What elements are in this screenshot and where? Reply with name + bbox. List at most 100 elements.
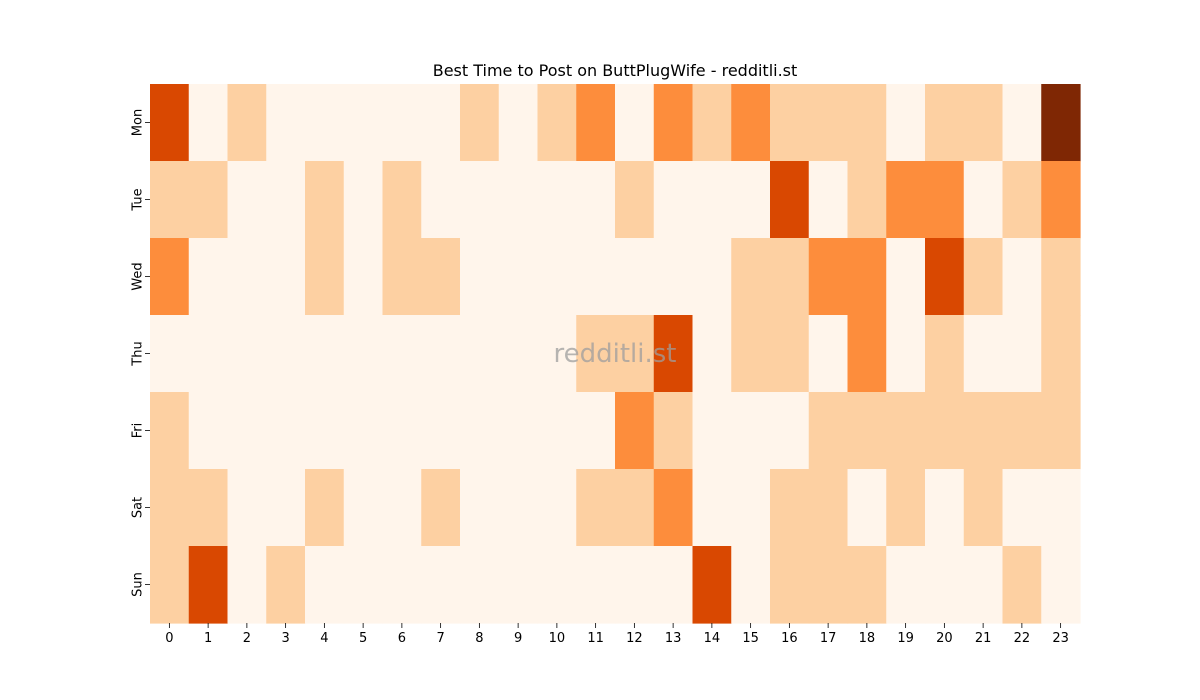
heatmap-cell-tue-2	[227, 161, 267, 239]
heatmap-cell-mon-7	[421, 84, 461, 162]
heatmap-cell-mon-6	[382, 84, 422, 162]
heatmap-cell-fri-6	[382, 392, 422, 470]
heatmap-cell-thu-8	[460, 315, 500, 393]
heatmap-cell-tue-12	[615, 161, 655, 239]
heatmap-cell-tue-21	[963, 161, 1004, 239]
heatmap-cell-sun-1	[188, 546, 229, 624]
x-tick-label: 14	[704, 631, 721, 646]
heatmap-cell-wed-5	[343, 238, 384, 316]
heatmap-cell-wed-3	[266, 238, 306, 316]
heatmap-cell-thu-17	[808, 315, 849, 393]
x-tick-label: 11	[587, 631, 604, 646]
heatmap-cell-thu-19	[886, 315, 926, 393]
heatmap-cell-sat-18	[847, 469, 887, 547]
heatmap-cell-fri-23	[1041, 392, 1081, 470]
y-tick-label: Sun	[131, 572, 146, 597]
x-tick-label: 17	[820, 631, 837, 646]
heatmap-cell-sat-9	[498, 469, 539, 547]
heatmap-cell-fri-16	[770, 392, 810, 470]
heatmap-cell-tue-1	[188, 161, 229, 239]
heatmap-cell-sun-9	[498, 546, 539, 624]
heatmap-cell-tue-11	[576, 161, 616, 239]
heatmap-cell-sat-5	[343, 469, 384, 547]
heatmap-cell-sat-23	[1041, 469, 1081, 547]
heatmap-cell-fri-13	[653, 392, 694, 470]
x-tick-label: 15	[742, 631, 759, 646]
heatmap-cell-tue-19	[886, 161, 926, 239]
heatmap-cell-thu-7	[421, 315, 461, 393]
heatmap-cell-tue-20	[925, 161, 965, 239]
heatmap-cell-tue-22	[1002, 161, 1042, 239]
heatmap-cell-tue-15	[731, 161, 771, 239]
heatmap-cell-mon-10	[537, 84, 577, 162]
y-tick-label: Tue	[131, 188, 146, 211]
heatmap-cell-sun-23	[1041, 546, 1081, 624]
heatmap-cell-thu-14	[692, 315, 732, 393]
heatmap-cell-sun-0	[150, 546, 190, 624]
x-tick-label: 22	[1014, 631, 1031, 646]
heatmap-cell-wed-2	[227, 238, 267, 316]
heatmap-cell-sat-21	[963, 469, 1004, 547]
heatmap-cell-sun-7	[421, 546, 461, 624]
heatmap-cell-fri-0	[150, 392, 190, 470]
x-tick-label: 4	[320, 631, 328, 646]
heatmap-cell-thu-12	[615, 315, 655, 393]
heatmap-cell-sun-5	[343, 546, 384, 624]
heatmap-cell-mon-17	[808, 84, 849, 162]
heatmap-cell-sun-17	[808, 546, 849, 624]
heatmap-cell-wed-10	[537, 238, 577, 316]
heatmap-cell-sat-4	[305, 469, 345, 547]
heatmap-cell-tue-4	[305, 161, 345, 239]
x-tick-label: 10	[549, 631, 566, 646]
x-tick-label: 5	[359, 631, 367, 646]
x-tick-label: 13	[665, 631, 682, 646]
x-tick-label: 16	[781, 631, 798, 646]
x-tick-label: 2	[243, 631, 251, 646]
heatmap-cell-sun-21	[963, 546, 1004, 624]
x-tick-label: 9	[514, 631, 522, 646]
heatmap-cell-sat-20	[925, 469, 965, 547]
heatmap-cell-thu-1	[188, 315, 229, 393]
heatmap-cell-sun-22	[1002, 546, 1042, 624]
heatmap-cell-thu-13	[653, 315, 694, 393]
heatmap-cell-thu-6	[382, 315, 422, 393]
x-tick-label: 18	[859, 631, 876, 646]
heatmap-cell-sun-8	[460, 546, 500, 624]
y-axis: Mon Tue Wed Thu Fri Sat Sun	[131, 109, 150, 597]
heatmap-cell-mon-14	[692, 84, 732, 162]
heatmap-cell-thu-16	[770, 315, 810, 393]
heatmap-cell-thu-15	[731, 315, 771, 393]
heatmap-cell-mon-15	[731, 84, 771, 162]
heatmap-cell-sat-13	[653, 469, 694, 547]
heatmap-cell-mon-3	[266, 84, 306, 162]
heatmap-cell-sun-13	[653, 546, 694, 624]
heatmap-cell-sun-11	[576, 546, 616, 624]
heatmap-cell-fri-4	[305, 392, 345, 470]
heatmap-cell-sat-2	[227, 469, 267, 547]
heatmap-cell-thu-22	[1002, 315, 1042, 393]
heatmap-cell-fri-1	[188, 392, 229, 470]
heatmap-cell-fri-3	[266, 392, 306, 470]
heatmap-cell-sun-14	[692, 546, 732, 624]
y-tick-label: Mon	[131, 109, 146, 136]
y-tick-label: Thu	[131, 341, 146, 366]
heatmap-cell-sun-12	[615, 546, 655, 624]
heatmap-cell-mon-22	[1002, 84, 1042, 162]
watermark: redditli.st	[554, 339, 677, 369]
heatmap-cell-thu-23	[1041, 315, 1081, 393]
x-tick-label: 3	[281, 631, 289, 646]
heatmap-cell-sat-8	[460, 469, 500, 547]
heatmap-cell-wed-16	[770, 238, 810, 316]
x-tick-label: 6	[398, 631, 406, 646]
heatmap-cell-mon-21	[963, 84, 1004, 162]
heatmap-cell-sun-2	[227, 546, 267, 624]
heatmap-cell-fri-2	[227, 392, 267, 470]
heatmap-cell-wed-4	[305, 238, 345, 316]
heatmap-cell-thu-3	[266, 315, 306, 393]
heatmap-cell-sat-16	[770, 469, 810, 547]
heatmap-cell-fri-11	[576, 392, 616, 470]
heatmap-cell-sat-12	[615, 469, 655, 547]
heatmap-cell-tue-5	[343, 161, 384, 239]
